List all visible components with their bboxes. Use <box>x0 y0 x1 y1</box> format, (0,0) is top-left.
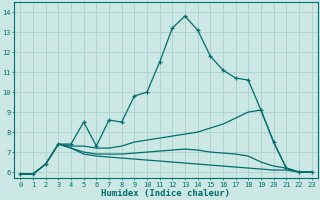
X-axis label: Humidex (Indice chaleur): Humidex (Indice chaleur) <box>101 189 230 198</box>
